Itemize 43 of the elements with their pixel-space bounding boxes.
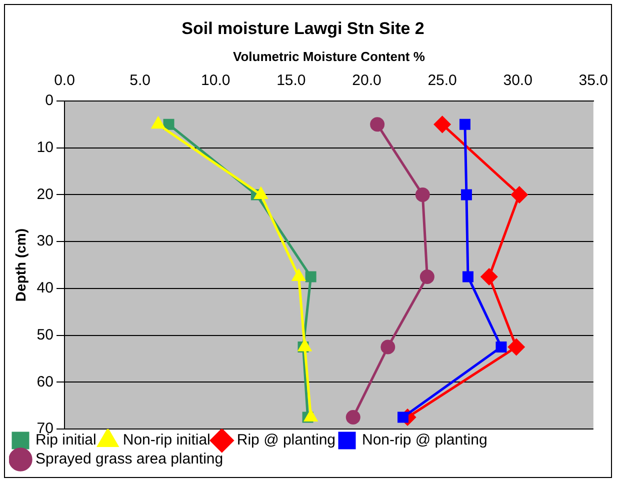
point [480, 268, 498, 285]
y-tick-label: 30 [36, 232, 54, 250]
point [370, 117, 385, 132]
x-tick-label: 10.0 [201, 72, 230, 90]
y-tick-label: 10 [36, 139, 54, 156]
point [304, 410, 318, 422]
legend-label: Sprayed grass area planting [36, 450, 224, 468]
point [292, 269, 306, 281]
point [254, 187, 268, 199]
y-tick-label: 60 [36, 373, 54, 390]
y-tick-label: 50 [36, 326, 54, 344]
point [163, 118, 174, 130]
point [434, 116, 451, 133]
x-tick-label: 25.0 [428, 72, 457, 90]
legend-label: Non-rip @ planting [362, 432, 488, 449]
point [508, 338, 525, 356]
point [298, 340, 312, 352]
point [305, 271, 316, 282]
x-tick-label: 20.0 [352, 72, 382, 90]
point [459, 118, 470, 130]
y-tick-label: 20 [36, 186, 54, 203]
x-tick-label: 5.0 [130, 72, 150, 90]
x-tick-label: 15.0 [276, 72, 306, 90]
chart-title: Soil moisture Lawgi Stn Site 2 [182, 18, 424, 38]
point [462, 271, 474, 282]
x-axis-title: Volumetric Moisture Content % [233, 48, 426, 64]
point [496, 342, 507, 352]
x-tick-label: 35.0 [578, 72, 608, 90]
y-tick-label: 40 [36, 280, 54, 297]
point [346, 410, 360, 425]
point [152, 117, 165, 129]
point [380, 340, 396, 354]
x-tick-label: 30.0 [503, 72, 532, 90]
y-axis-title: Depth (cm) [12, 228, 28, 302]
point [420, 269, 434, 284]
point [460, 189, 472, 200]
y-tick-label: 0 [45, 92, 54, 110]
legend-label: Rip @ planting [236, 432, 336, 449]
point [415, 187, 430, 202]
point [398, 412, 408, 423]
legend-label: Non-rip initial [122, 432, 210, 449]
x-tick-label: 0.0 [54, 72, 75, 90]
point [511, 186, 528, 203]
